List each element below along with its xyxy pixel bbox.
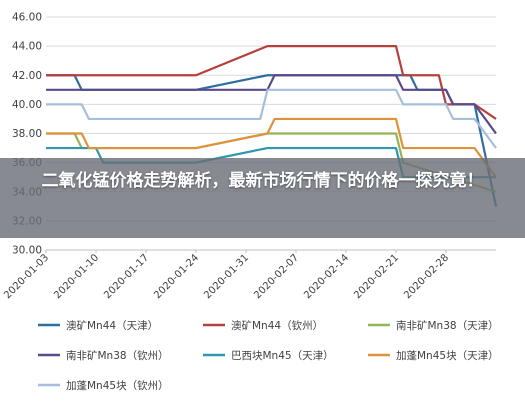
x-tick-label: 2020-01-31 — [202, 252, 251, 301]
legend-label: 加蓬Mn45块（天津） — [396, 350, 499, 362]
axes: 30.0032.0034.0036.0038.0040.0042.0044.00… — [2, 12, 496, 301]
x-tick-label: 2020-02-21 — [352, 252, 401, 301]
series-lines — [46, 45, 498, 207]
article-title: 二氧化锰价格走势解析，最新市场行情下的价格一探究竟！ — [41, 171, 484, 191]
x-tick-label: 2020-01-10 — [52, 252, 101, 301]
x-tick-label: 2020-02-14 — [302, 252, 351, 301]
legend-label: 巴西块Mn45（天津） — [231, 350, 334, 362]
y-tick-label: 30.00 — [12, 245, 42, 257]
legend: 澳矿Mn44（天津） 澳矿Mn44（钦州） 南非矿Mn38（天津） 南非矿Mn38（钦… — [38, 319, 499, 392]
y-tick-label: 42.00 — [12, 70, 42, 82]
legend-label: 加蓬Mn45块（钦州） — [66, 380, 169, 392]
y-tick-label: 40.00 — [12, 99, 42, 111]
series-line — [46, 74, 497, 135]
series-line — [46, 88, 497, 149]
legend-label: 澳矿Mn44（天津） — [66, 319, 158, 332]
x-tick-label: 2020-01-17 — [102, 252, 151, 301]
x-tick-label: 2020-02-28 — [402, 252, 451, 301]
legend-label: 南非矿Mn38（钦州） — [66, 349, 169, 362]
x-tick-label: 2020-01-03 — [2, 252, 51, 301]
y-tick-label: 44.00 — [12, 41, 42, 53]
x-tick-label: 2020-01-24 — [152, 252, 201, 301]
y-tick-label: 38.00 — [12, 128, 42, 140]
legend-label: 南非矿Mn38（天津） — [396, 319, 499, 332]
legend-label: 澳矿Mn44（钦州） — [231, 319, 323, 332]
series-line — [46, 117, 497, 178]
title-banner — [0, 158, 525, 238]
y-tick-label: 46.00 — [12, 12, 42, 24]
x-tick-label: 2020-02-07 — [252, 252, 301, 301]
